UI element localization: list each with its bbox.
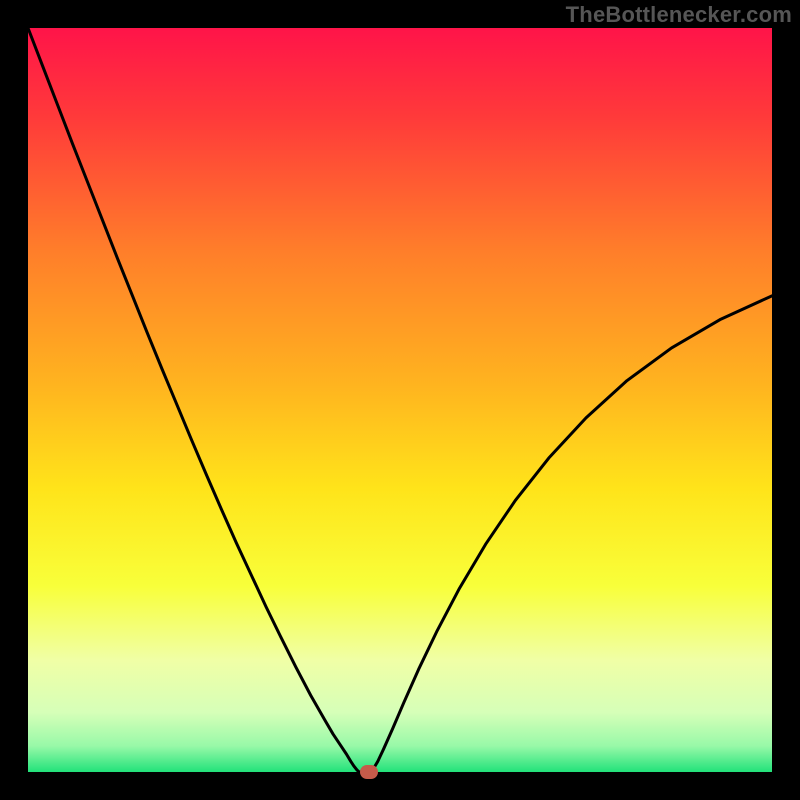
bottleneck-curve: [28, 28, 772, 772]
minimum-marker: [360, 765, 378, 779]
curve-layer: [28, 28, 772, 772]
chart-frame: TheBottlenecker.com: [0, 0, 800, 800]
watermark-text: TheBottlenecker.com: [566, 2, 792, 28]
